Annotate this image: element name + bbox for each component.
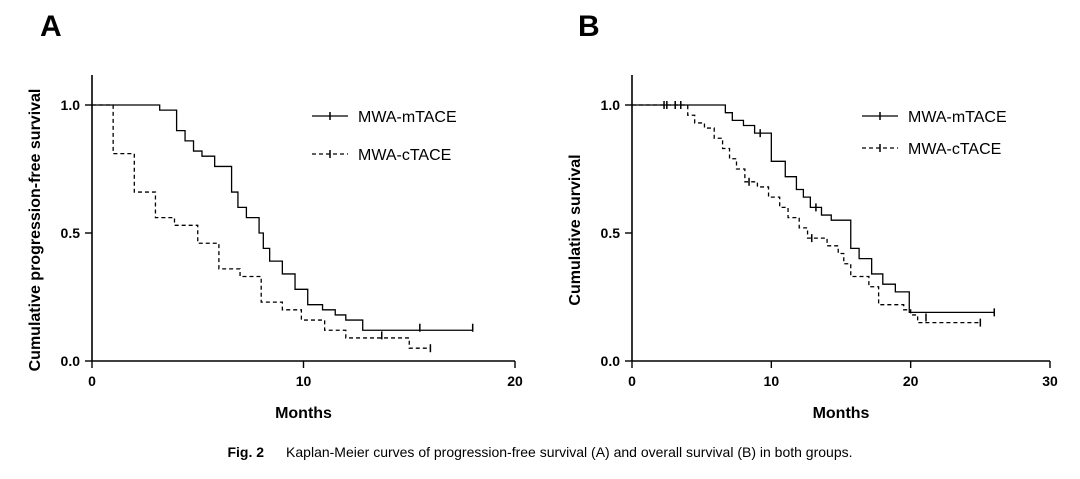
series-line-mwa-mtace (632, 104, 995, 314)
chart-panel-b: B 0 10 20 30 0.0 0.5 1.0 Months Cumulative surviv… (567, 10, 1058, 422)
y-tick-label: 1.0 (601, 97, 621, 113)
series-line-mwa-ctace (632, 104, 981, 324)
panel-letter: B (578, 10, 600, 43)
figure-caption-text: Kaplan-Meier curves of progression-free … (286, 444, 853, 460)
y-axis-title: Cumulative survival (567, 154, 584, 305)
x-tick-label: 30 (1042, 373, 1058, 389)
figure-caption-label: Fig. 2 (227, 444, 265, 460)
x-tick-label: 20 (507, 373, 523, 389)
chart-panel-a: A 0 10 20 0.0 0.5 1.0 Months Cumulative progress… (27, 10, 523, 422)
legend-label: MWA-mTACE (908, 109, 1007, 126)
x-tick-label: 20 (903, 373, 919, 389)
y-tick-label: 0.5 (61, 225, 81, 241)
legend-label: MWA-cTACE (908, 141, 1001, 158)
legend-label: MWA-cTACE (358, 147, 451, 164)
y-tick-label: 1.0 (61, 97, 81, 113)
y-tick-label: 0.0 (601, 353, 621, 369)
series-line-mwa-mtace (92, 104, 473, 331)
x-axis-title: Months (275, 405, 332, 422)
series-line-mwa-ctace (92, 104, 431, 349)
panel-letter: A (40, 10, 62, 43)
y-axis-title: Cumulative progression-free survival (27, 89, 44, 372)
y-tick-label: 0.0 (61, 353, 81, 369)
x-tick-label: 10 (296, 373, 312, 389)
x-tick-label: 0 (628, 373, 636, 389)
legend-label: MWA-mTACE (358, 109, 457, 126)
y-tick-label: 0.5 (601, 225, 621, 241)
figure-caption: Fig. 2 Kaplan-Meier curves of progression… (0, 444, 1080, 460)
x-tick-label: 0 (88, 373, 96, 389)
x-tick-label: 10 (764, 373, 780, 389)
x-axis-title: Months (813, 405, 870, 422)
